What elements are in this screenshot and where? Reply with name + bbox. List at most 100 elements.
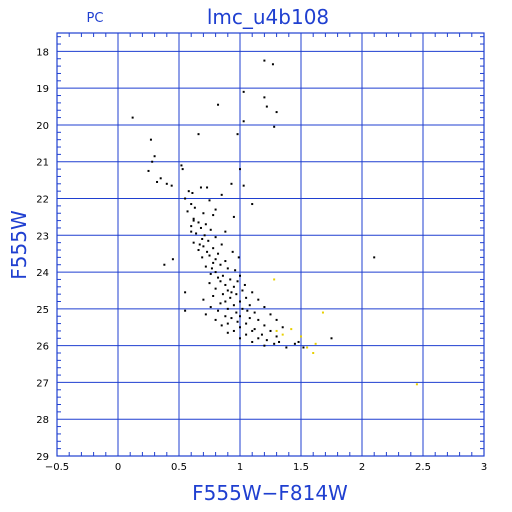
data-point: [235, 293, 238, 296]
data-point: [248, 304, 251, 307]
data-point: [221, 274, 224, 277]
data-point: [232, 285, 235, 288]
data-point: [198, 243, 201, 246]
data-point: [275, 335, 278, 338]
data-point: [226, 322, 229, 325]
data-point: [190, 225, 193, 228]
data-point: [239, 274, 241, 277]
data-point: [212, 247, 215, 250]
data-point: [201, 256, 204, 259]
data-point: [180, 164, 183, 167]
data-point: [239, 168, 241, 171]
data-point: [214, 318, 217, 321]
data-point: [192, 217, 195, 220]
data-point: [242, 120, 245, 123]
data-point: [193, 206, 196, 209]
plot-frame: [56, 32, 485, 457]
data-point: [197, 221, 200, 224]
data-point: [214, 258, 217, 261]
data-point: [214, 271, 217, 274]
y-tick-label: 18: [36, 47, 49, 58]
data-point: [159, 177, 162, 180]
data-point: [202, 245, 205, 248]
y-tick-label: 24: [36, 268, 49, 279]
data-point: [253, 311, 256, 314]
data-point: [230, 182, 233, 185]
data-point: [163, 263, 166, 266]
data-point: [184, 309, 187, 312]
data-point: [231, 250, 234, 253]
data-point: [204, 313, 207, 316]
data-point: [330, 337, 333, 340]
x-tick-label: 1.5: [293, 462, 309, 473]
data-point: [212, 214, 215, 217]
data-point: [199, 226, 202, 229]
data-point: [235, 311, 238, 314]
x-tick-label: 2: [359, 462, 365, 473]
data-point: [190, 203, 193, 206]
data-point: [192, 241, 195, 244]
data-point: [217, 309, 220, 312]
data-point: [195, 232, 198, 235]
data-point: [147, 169, 150, 172]
data-point: [251, 329, 254, 332]
data-point: [226, 331, 229, 334]
data-point: [212, 294, 215, 297]
data-point: [245, 322, 248, 325]
data-point: [220, 193, 223, 196]
y-tick-label: 22: [36, 195, 49, 206]
data-point: [214, 208, 217, 211]
data-point: [214, 236, 217, 239]
data-point: [230, 291, 233, 294]
data-point: [373, 256, 376, 259]
y-tick-label: 26: [36, 342, 49, 353]
data-point: [186, 210, 189, 213]
data-point: [209, 306, 212, 309]
data-point: [224, 260, 227, 263]
data-point: [224, 230, 227, 233]
data-point: [232, 304, 235, 307]
data-point: [242, 184, 245, 187]
data-point: [212, 261, 215, 264]
data-point: [245, 296, 248, 299]
data-point: [275, 329, 278, 332]
data-point: [220, 324, 223, 327]
data-point: [302, 346, 305, 349]
plot-points: [131, 59, 418, 386]
data-point: [226, 267, 229, 270]
data-point: [251, 340, 254, 343]
data-point: [184, 291, 187, 294]
plot-grid: [57, 33, 484, 456]
data-point: [204, 223, 207, 226]
y-tick-label: 20: [36, 121, 49, 132]
x-tick-label: 2.5: [415, 462, 431, 473]
data-point: [285, 346, 288, 349]
data-point: [226, 289, 229, 292]
data-point: [297, 340, 300, 343]
data-point: [170, 184, 173, 187]
data-point: [230, 317, 233, 320]
data-point: [263, 344, 266, 347]
data-point: [202, 212, 205, 215]
y-tick-label: 19: [36, 84, 49, 95]
data-point: [281, 333, 284, 336]
data-point: [224, 300, 227, 303]
data-point: [275, 111, 278, 114]
data-point: [217, 103, 220, 106]
data-point: [245, 333, 248, 336]
data-point: [190, 230, 193, 233]
y-tick-labels: 18 19 20 21 22 23 24 25 26 27 28 29: [36, 47, 49, 463]
data-point: [156, 180, 159, 183]
data-point: [273, 278, 276, 281]
y-tick-label: 28: [36, 415, 49, 426]
data-point: [199, 186, 202, 189]
data-point: [181, 168, 184, 171]
data-point: [251, 203, 254, 206]
data-point: [219, 302, 222, 305]
data-point: [265, 339, 268, 342]
y-tick-label: 23: [36, 231, 49, 242]
data-point: [236, 320, 239, 323]
y-tick-label: 21: [36, 158, 49, 169]
data-point: [241, 307, 244, 310]
